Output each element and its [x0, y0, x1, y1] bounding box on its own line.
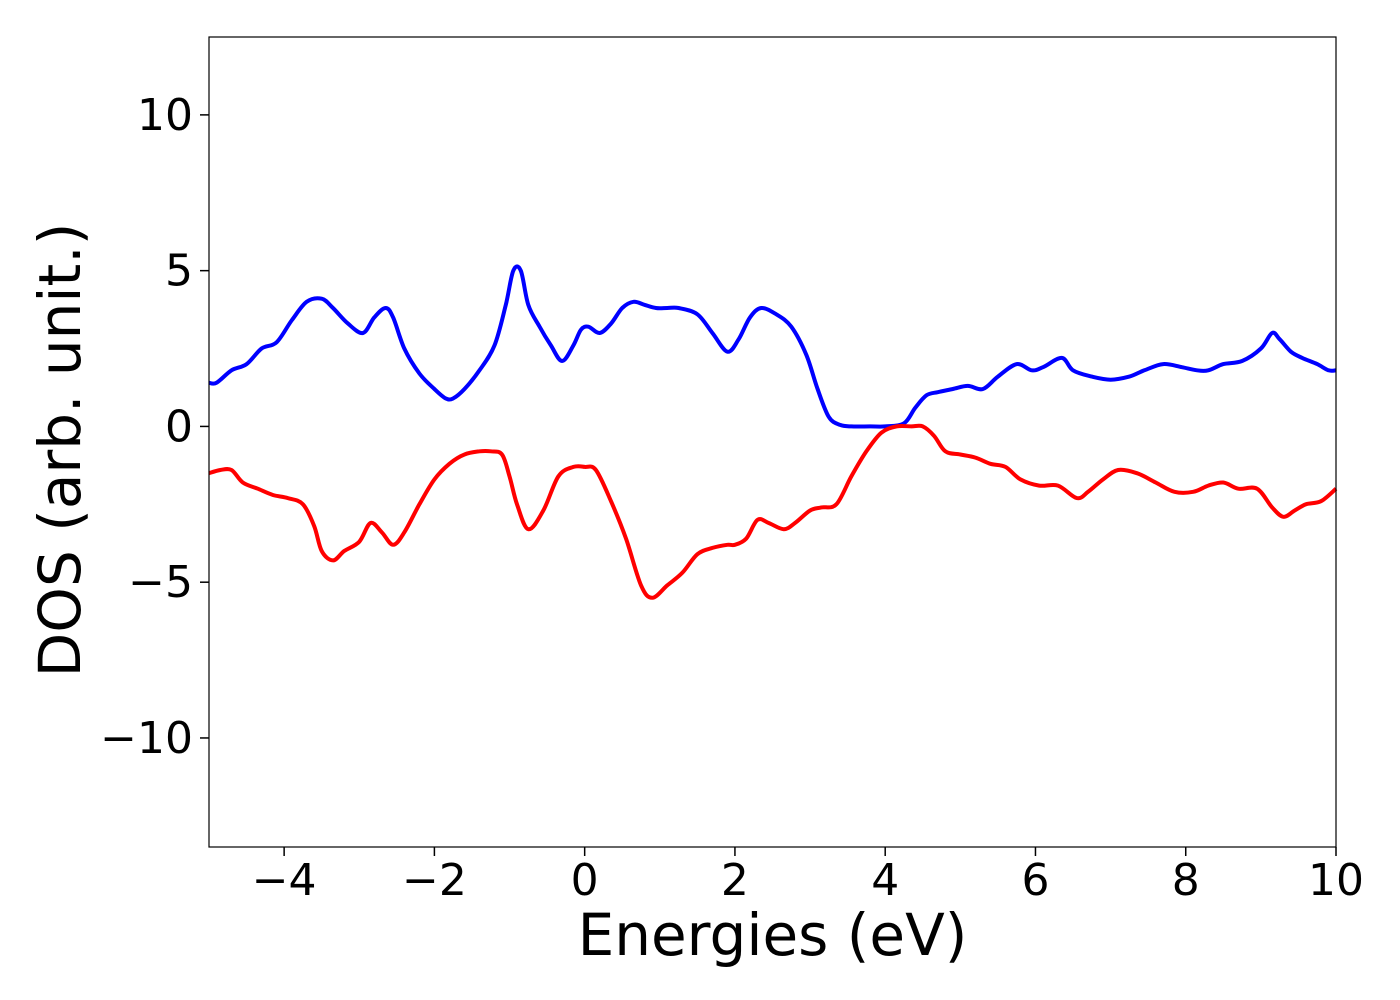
- x-tick-label: 2: [721, 855, 749, 906]
- series-layer: [208, 264, 1338, 600]
- y-tick-label: 0: [165, 401, 193, 452]
- y-tick-label: 5: [165, 246, 193, 297]
- y-tick-label: −5: [128, 557, 193, 608]
- y-tick-label: −10: [100, 713, 193, 764]
- series-line-red: [208, 423, 1338, 600]
- y-axis-ticks: −10 −5 0 5 10: [100, 90, 209, 764]
- series-line-blue: [208, 264, 1337, 429]
- y-tick-label: 10: [137, 90, 193, 141]
- x-tick-label: 4: [871, 855, 899, 906]
- x-tick-label: 8: [1172, 855, 1200, 906]
- x-tick-label: 10: [1308, 855, 1364, 906]
- plot-frame: [208, 36, 1337, 848]
- x-tick-label: −4: [252, 855, 317, 906]
- x-tick-label: 6: [1021, 855, 1049, 906]
- x-axis-ticks: −4 −2 0 2 4 6 8 10: [252, 847, 1364, 906]
- x-tick-label: −2: [402, 855, 467, 906]
- y-axis-title: DOS (arb. unit.): [26, 223, 94, 678]
- x-axis-title: Energies (eV): [578, 901, 968, 969]
- x-tick-label: 0: [571, 855, 599, 906]
